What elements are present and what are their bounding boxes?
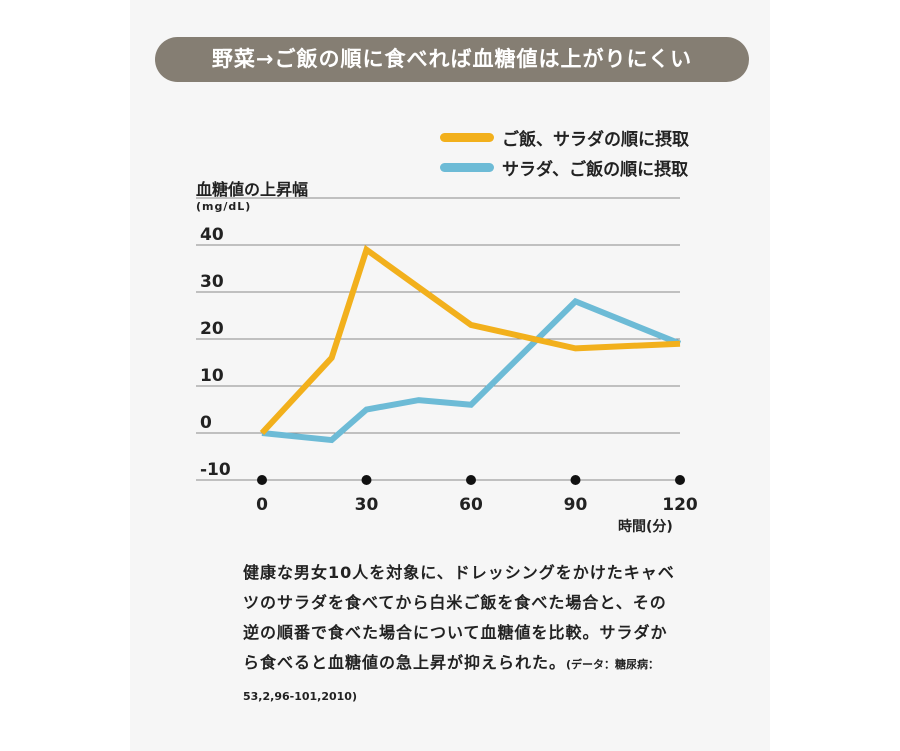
x-tick-mark: [257, 475, 267, 485]
description-text: 健康な男女10人を対象に、ドレッシングをかけたキャベツのサラダを食べてから白米ご…: [243, 563, 675, 672]
y-tick-label: 20: [200, 319, 224, 339]
y-axis-label: 血糖値の上昇幅: [196, 180, 309, 199]
x-tick-label: 30: [355, 495, 379, 515]
y-tick-label: 10: [200, 366, 224, 386]
series-line-rice-first: [259, 244, 681, 436]
x-tick-mark: [675, 475, 685, 485]
banner-title: 野菜→ご飯の順に食べれば血糖値は上がりにくい: [155, 37, 749, 82]
x-tick-label: 0: [256, 495, 268, 515]
x-tick-label: 120: [662, 495, 698, 515]
series-line-salad-first: [261, 297, 682, 444]
x-tick-label: 60: [459, 495, 483, 515]
y-tick-label: 0: [200, 413, 212, 433]
legend-label: ご飯、サラダの順に摂取: [502, 129, 689, 150]
y-tick-label: -10: [200, 460, 231, 480]
legend: ご飯、サラダの順に摂取 サラダ、ご飯の順に摂取: [440, 122, 689, 182]
y-axis-unit: (mg/dL): [196, 200, 252, 213]
legend-swatch-orange: [440, 132, 494, 142]
description: 健康な男女10人を対象に、ドレッシングをかけたキャベツのサラダを食べてから白米ご…: [243, 558, 683, 712]
legend-label: サラダ、ご飯の順に摂取: [502, 159, 689, 180]
source-citation: (データ：糖尿病：53,2,96-101,2010): [243, 658, 660, 703]
y-tick-label: 40: [200, 225, 224, 245]
legend-swatch-blue: [440, 162, 494, 172]
x-tick-mark: [570, 475, 581, 485]
chart-panel: [130, 0, 770, 751]
x-tick-mark: [466, 475, 476, 485]
x-tick-mark: [361, 475, 372, 485]
legend-item-rice-first: ご飯、サラダの順に摂取: [440, 122, 689, 152]
x-tick-label: 90: [564, 495, 588, 515]
legend-item-salad-first: サラダ、ご飯の順に摂取: [440, 152, 689, 182]
y-tick-label: 30: [200, 272, 224, 292]
x-axis-label: 時間(分): [618, 519, 673, 535]
